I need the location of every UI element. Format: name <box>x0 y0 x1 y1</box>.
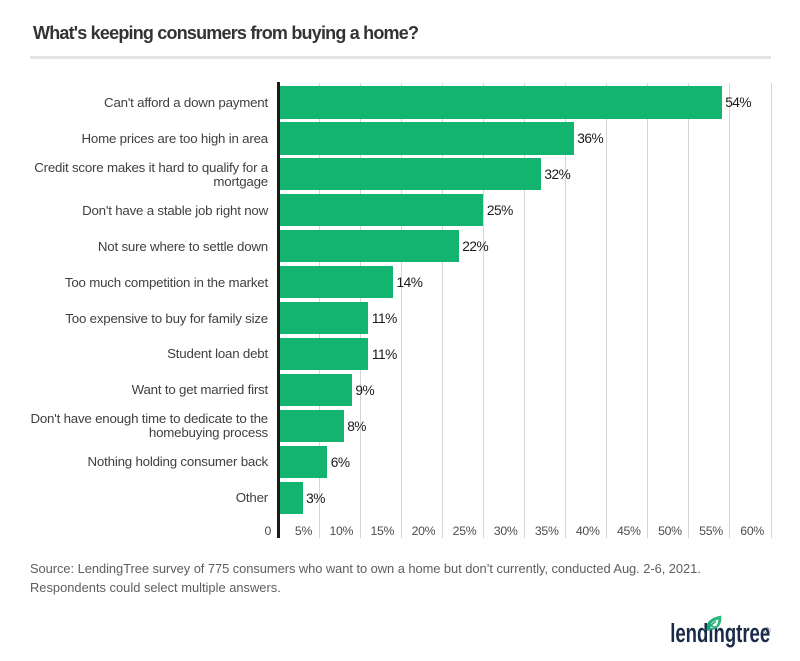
svg-text:lendıngtree: lendıngtree <box>670 620 770 648</box>
svg-text:®: ® <box>764 626 771 636</box>
